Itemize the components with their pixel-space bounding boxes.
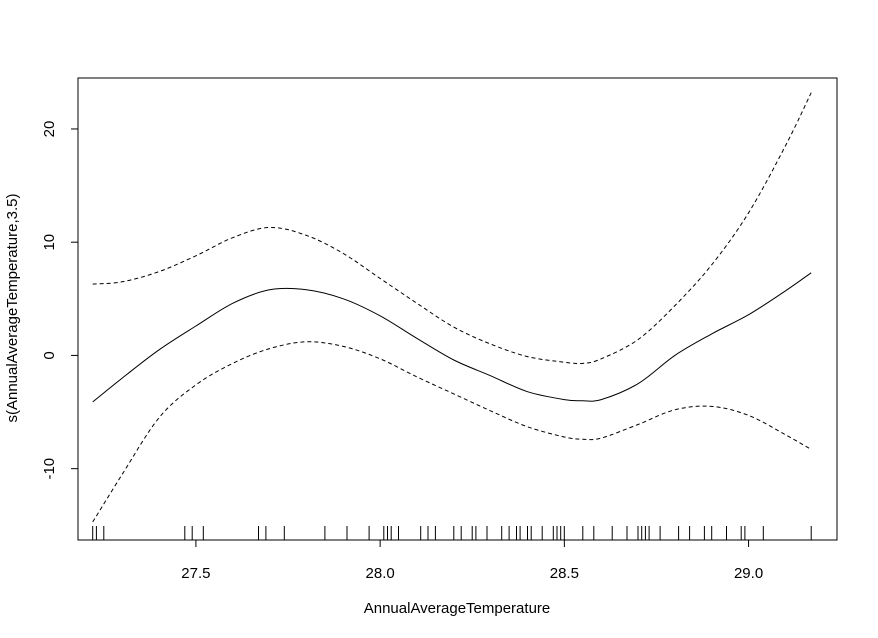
plot-frame [77, 77, 838, 541]
x-tick-label: 28.5 [550, 565, 579, 582]
y-tick-label: -10 [41, 458, 58, 480]
y-tick-label: 0 [41, 351, 58, 359]
rug-layer [92, 526, 812, 540]
x-axis: 27.5 28.0 28.5 29.0 [181, 539, 763, 582]
y-tick-label: 20 [41, 121, 58, 138]
lower-band-line [92, 341, 812, 523]
x-tick-label: 27.5 [181, 565, 210, 582]
x-axis-label: AnnualAverageTemperature [364, 600, 551, 617]
x-tick-label: 28.0 [366, 565, 395, 582]
series-layer [92, 92, 812, 523]
upper-band-line [92, 92, 812, 365]
y-axis: -10 0 10 20 [41, 121, 79, 480]
y-tick-label: 10 [41, 234, 58, 251]
smooth-fit-line [92, 272, 812, 403]
x-tick-label: 29.0 [734, 565, 763, 582]
y-axis-label: s(AnnualAverageTemperature,3.5) [4, 193, 21, 422]
